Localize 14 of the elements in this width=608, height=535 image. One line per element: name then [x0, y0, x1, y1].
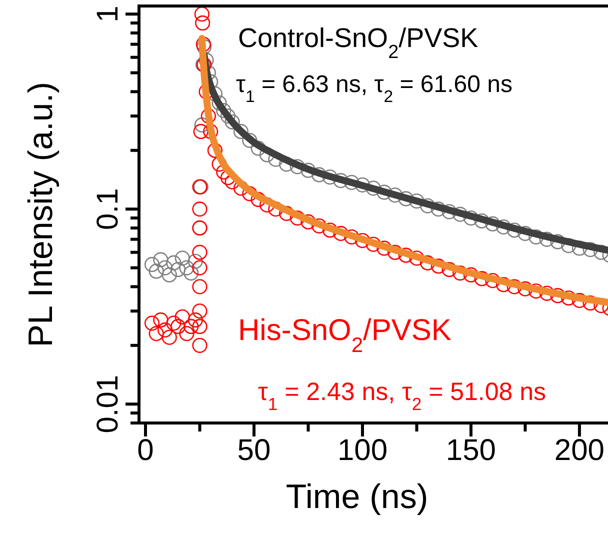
y-tick-label: 0.1 [91, 188, 124, 230]
x-tick-label: 150 [446, 434, 496, 467]
y-tick-label: 0.01 [91, 374, 124, 434]
x-tick-label: 0 [137, 434, 154, 467]
x-axis-title: Time (ns) [286, 478, 428, 516]
x-tick-label: 100 [337, 434, 388, 467]
annotation: Control-SnO$_{2}$/PVSK [238, 23, 478, 62]
y-tick-label: 1 [91, 6, 124, 22]
x-tick-label: 200 [554, 434, 604, 467]
annotation: τ$_{1}$ = 2.43 ns, τ$_{2}$ = 51.08 ns [258, 378, 546, 414]
annotation: τ$_{1}$ = 6.63 ns, τ$_{2}$ = 61.60 ns [236, 71, 513, 106]
annotation: His-SnO$_{2}$/PVSK [238, 314, 452, 356]
y-axis-title: PL Intensity (a.u.) [22, 82, 60, 348]
x-tick-label: 50 [237, 434, 271, 467]
